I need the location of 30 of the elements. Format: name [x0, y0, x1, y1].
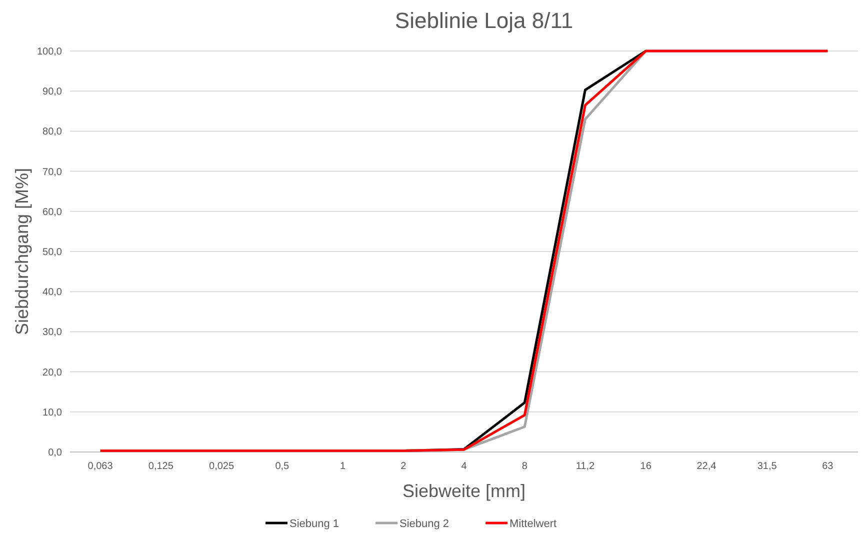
y-tick-label: 0,0 — [48, 448, 62, 458]
x-tick-label: 1 — [340, 461, 346, 472]
y-tick-label: 40,0 — [42, 287, 62, 298]
x-tick-label: 0,063 — [88, 461, 114, 472]
x-tick-label: 0,025 — [209, 461, 234, 472]
legend-label: Siebung 1 — [290, 518, 340, 530]
x-tick-label: 0,125 — [148, 461, 174, 472]
y-tick-label: 100,0 — [36, 46, 62, 58]
legend-label: Siebung 2 — [400, 518, 450, 530]
y-tick-label: 90,0 — [42, 86, 62, 98]
y-tick-label: 10,0 — [42, 407, 62, 418]
y-tick-label: 20,0 — [42, 367, 62, 378]
x-tick-label: 16 — [640, 461, 652, 472]
y-tick-label: 70,0 — [42, 166, 62, 178]
y-tick-label: 30,0 — [42, 327, 62, 338]
y-tick-label: 50,0 — [42, 247, 62, 258]
x-tick-label: 0,5 — [275, 461, 290, 472]
x-tick-label: 31,5 — [757, 461, 778, 472]
x-axis-title: Siebweite [mm] — [402, 481, 526, 501]
y-axis-title: Siebdurchgang [M%] — [12, 168, 32, 336]
chart-title: Sieblinie Loja 8/11 — [394, 8, 574, 33]
x-tick-label: 8 — [522, 461, 528, 472]
legend-label: Mittelwert — [510, 518, 557, 530]
x-tick-label: 63 — [822, 461, 834, 472]
y-tick-label: 60,0 — [42, 206, 62, 218]
x-tick-label: 2 — [400, 461, 407, 472]
x-tick-label: 11,2 — [576, 461, 596, 472]
y-tick-label: 80,0 — [42, 126, 62, 138]
x-tick-label: 4 — [461, 461, 468, 472]
x-tick-label: 22,4 — [696, 461, 717, 472]
